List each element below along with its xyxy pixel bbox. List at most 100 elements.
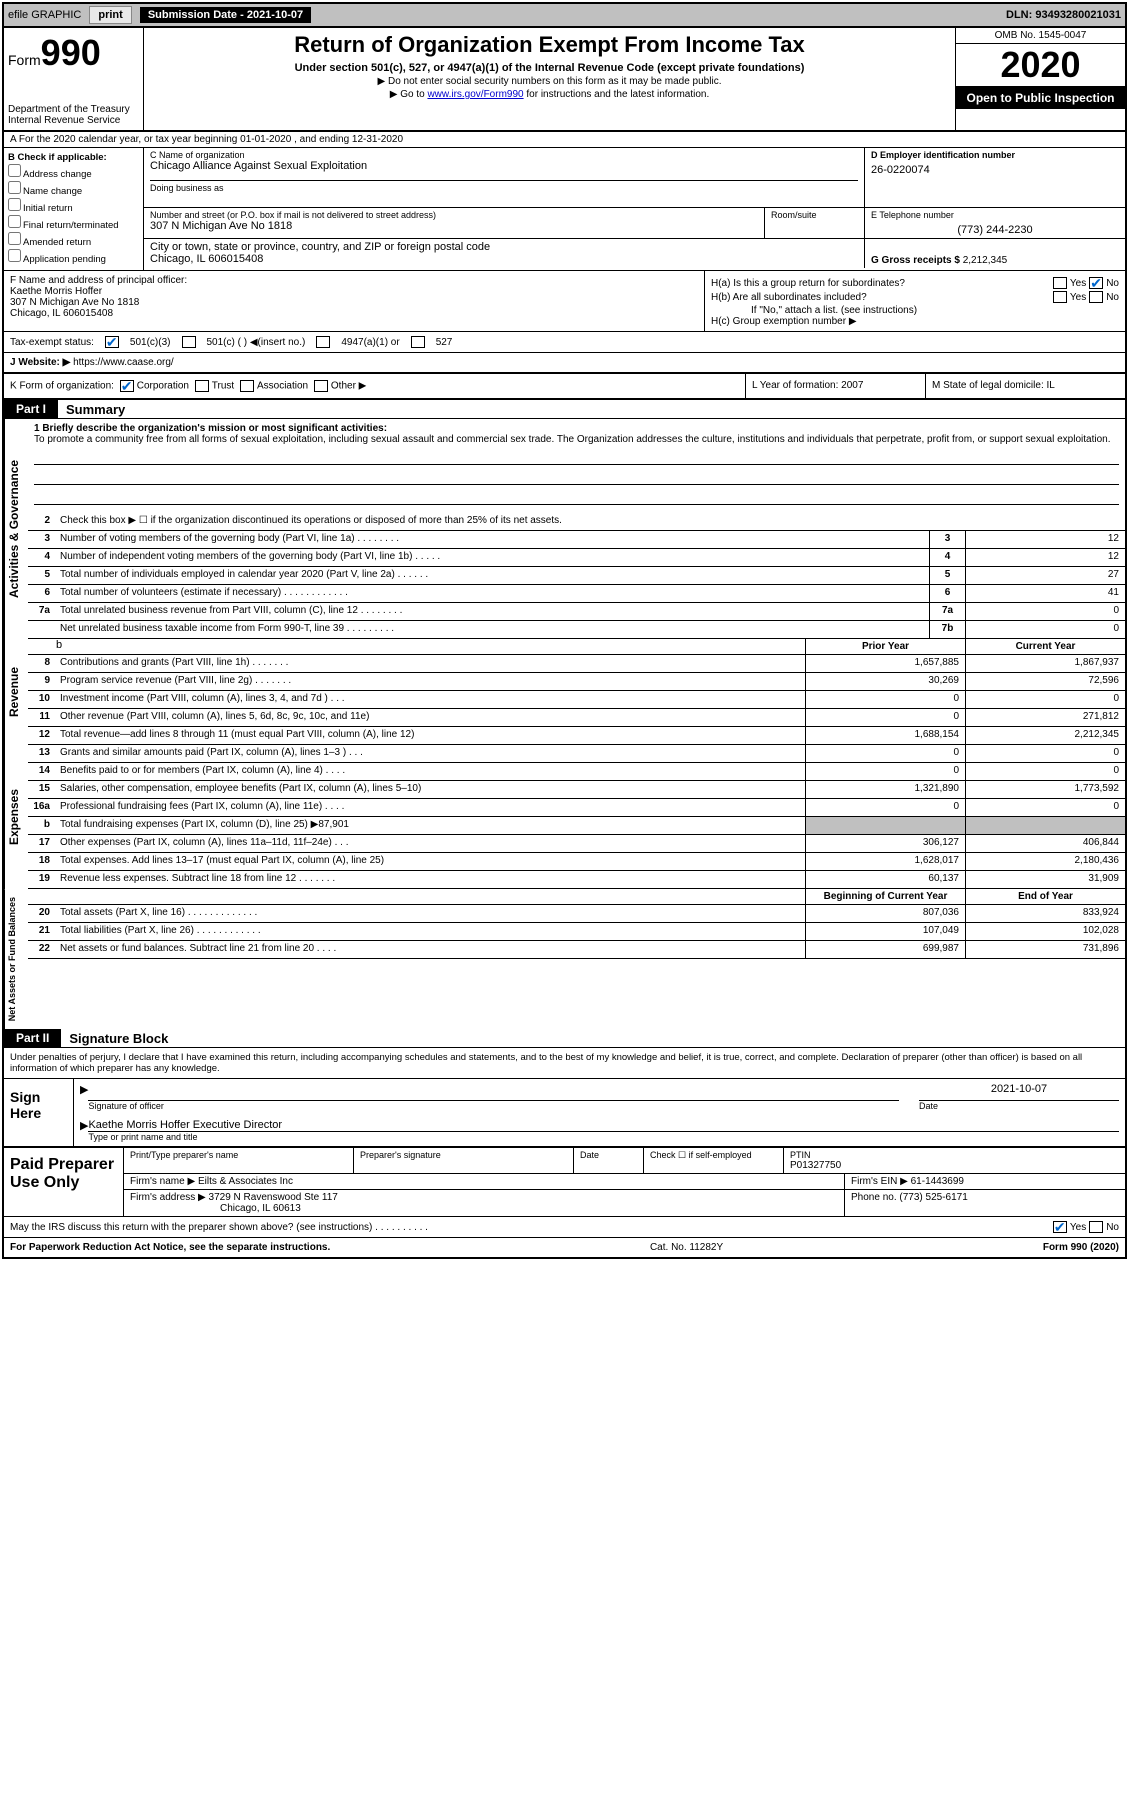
- chk-other[interactable]: [314, 380, 328, 392]
- city-cell: City or town, state or province, country…: [144, 239, 865, 268]
- header: Form990 Department of the Treasury Inter…: [4, 28, 1125, 132]
- l8-curr: 1,867,937: [965, 655, 1125, 672]
- chk-address[interactable]: Address change: [8, 164, 139, 180]
- tax-year: 2020: [956, 44, 1125, 87]
- chk-trust[interactable]: [195, 380, 209, 392]
- ha-no[interactable]: [1089, 277, 1103, 289]
- tax-status-row: Tax-exempt status: 501(c)(3) 501(c) ( ) …: [4, 332, 1125, 353]
- officer-title: Kaethe Morris Hoffer Executive Director: [88, 1119, 1119, 1132]
- chk-501c3[interactable]: [105, 336, 119, 348]
- mission-block: 1 Briefly describe the organization's mi…: [28, 419, 1125, 513]
- hc: H(c) Group exemption number ▶: [711, 316, 1119, 327]
- l3-val: 12: [965, 531, 1125, 548]
- preparer-row: Paid Preparer Use Only Print/Type prepar…: [4, 1146, 1125, 1216]
- discuss-yes[interactable]: [1053, 1221, 1067, 1233]
- telephone: (773) 244-2230: [871, 224, 1119, 236]
- l7a-val: 0: [965, 603, 1125, 620]
- firm-city: Chicago, IL 60613: [130, 1203, 838, 1214]
- header-mid: Return of Organization Exempt From Incom…: [144, 28, 955, 130]
- chk-501c[interactable]: [182, 336, 196, 348]
- b-label: B Check if applicable:: [8, 152, 139, 163]
- arrow-icon: ▶: [80, 1119, 88, 1142]
- org-name: Chicago Alliance Against Sexual Exploita…: [150, 160, 858, 172]
- form-ref: Form 990 (2020): [1043, 1242, 1119, 1253]
- l7b-val: 0: [965, 621, 1125, 638]
- chk-4947[interactable]: [316, 336, 330, 348]
- chk-assoc[interactable]: [240, 380, 254, 392]
- header-left: Form990 Department of the Treasury Inter…: [4, 28, 144, 130]
- chk-corp[interactable]: [120, 380, 134, 392]
- gross-cell: G Gross receipts $ 2,212,345: [865, 239, 1125, 268]
- section-bcd: B Check if applicable: Address change Na…: [4, 148, 1125, 271]
- chk-name[interactable]: Name change: [8, 181, 139, 197]
- topbar: efile GRAPHIC print Submission Date - 20…: [4, 4, 1125, 28]
- form-990-page: efile GRAPHIC print Submission Date - 20…: [2, 2, 1127, 1259]
- chk-initial[interactable]: Initial return: [8, 198, 139, 214]
- l5-val: 27: [965, 567, 1125, 584]
- part1-header: Part I Summary: [4, 400, 1125, 419]
- arrow-icon: ▶: [80, 1083, 88, 1111]
- firm-phone: (773) 525-6171: [899, 1192, 967, 1203]
- year-formed: 2007: [841, 380, 863, 391]
- gross-receipts: 2,212,345: [963, 255, 1008, 266]
- form-title: Return of Organization Exempt From Incom…: [152, 32, 947, 58]
- vtab-revenue: Revenue: [4, 639, 28, 745]
- org-name-cell: C Name of organization Chicago Alliance …: [144, 148, 865, 208]
- discuss-row: May the IRS discuss this return with the…: [4, 1216, 1125, 1237]
- revenue-section: Revenue bPrior YearCurrent Year 8Contrib…: [4, 639, 1125, 745]
- omb: OMB No. 1545-0047: [956, 28, 1125, 44]
- footer: For Paperwork Reduction Act Notice, see …: [4, 1237, 1125, 1257]
- col-cd: C Name of organization Chicago Alliance …: [144, 148, 1125, 270]
- officer-name: Kaethe Morris Hoffer: [10, 286, 698, 297]
- submission-date: Submission Date - 2021-10-07: [140, 7, 311, 23]
- firm-name: Eilts & Associates Inc: [198, 1176, 293, 1187]
- k-cell: K Form of organization: Corporation Trus…: [4, 374, 745, 398]
- ptin: P01327750: [790, 1160, 1119, 1171]
- note1: ▶ Do not enter social security numbers o…: [152, 76, 947, 87]
- vtab-activities: Activities & Governance: [4, 419, 28, 639]
- sign-here-row: Sign Here ▶ Signature of officer 2021-10…: [4, 1079, 1125, 1146]
- note2: ▶ Go to www.irs.gov/Form990 for instruct…: [152, 89, 947, 100]
- ha-yes[interactable]: [1053, 277, 1067, 289]
- m-cell: M State of legal domicile: IL: [925, 374, 1125, 398]
- l6-val: 41: [965, 585, 1125, 602]
- vtab-expenses: Expenses: [4, 745, 28, 889]
- chk-527[interactable]: [411, 336, 425, 348]
- print-button[interactable]: print: [89, 6, 131, 24]
- klm-row: K Form of organization: Corporation Trus…: [4, 374, 1125, 400]
- officer-addr: 307 N Michigan Ave No 1818 Chicago, IL 6…: [10, 297, 698, 319]
- sig-declaration: Under penalties of perjury, I declare th…: [4, 1048, 1125, 1079]
- form-number: Form990: [8, 32, 139, 74]
- irs-link[interactable]: www.irs.gov/Form990: [427, 89, 523, 100]
- header-right: OMB No. 1545-0047 2020 Open to Public In…: [955, 28, 1125, 130]
- h-section: H(a) Is this a group return for subordin…: [705, 271, 1125, 331]
- hb-no[interactable]: [1089, 291, 1103, 303]
- ein-cell: D Employer identification number 26-0220…: [865, 148, 1125, 208]
- ein: 26-0220074: [871, 164, 1119, 176]
- tel-cell: E Telephone number (773) 244-2230: [865, 208, 1125, 238]
- chk-final[interactable]: Final return/terminated: [8, 215, 139, 231]
- chk-application[interactable]: Application pending: [8, 249, 139, 265]
- efile-label: efile GRAPHIC: [8, 9, 81, 21]
- firm-addr: 3729 N Ravenswood Ste 117: [209, 1192, 338, 1203]
- hb-yes[interactable]: [1053, 291, 1067, 303]
- dln: DLN: 93493280021031: [1006, 9, 1121, 21]
- sign-here: Sign Here: [4, 1079, 74, 1146]
- firm-ein: 61-1443699: [911, 1176, 964, 1187]
- state: IL: [1047, 380, 1055, 391]
- l8-prior: 1,657,885: [805, 655, 965, 672]
- subtitle: Under section 501(c), 527, or 4947(a)(1)…: [152, 62, 947, 74]
- col-b: B Check if applicable: Address change Na…: [4, 148, 144, 270]
- cat-no: Cat. No. 11282Y: [330, 1242, 1043, 1253]
- department: Department of the Treasury Internal Reve…: [8, 104, 139, 126]
- website-row: J Website: ▶ https://www.caase.org/: [4, 353, 1125, 374]
- street: 307 N Michigan Ave No 1818: [150, 220, 758, 232]
- activities-section: Activities & Governance 1 Briefly descri…: [4, 419, 1125, 639]
- officer-cell: F Name and address of principal officer:…: [4, 271, 705, 331]
- city: Chicago, IL 606015408: [150, 253, 858, 265]
- website: https://www.caase.org/: [73, 357, 174, 368]
- chk-amended[interactable]: Amended return: [8, 232, 139, 248]
- mission-text: To promote a community free from all for…: [34, 434, 1119, 445]
- sig-date: 2021-10-07: [919, 1083, 1119, 1101]
- discuss-no[interactable]: [1089, 1221, 1103, 1233]
